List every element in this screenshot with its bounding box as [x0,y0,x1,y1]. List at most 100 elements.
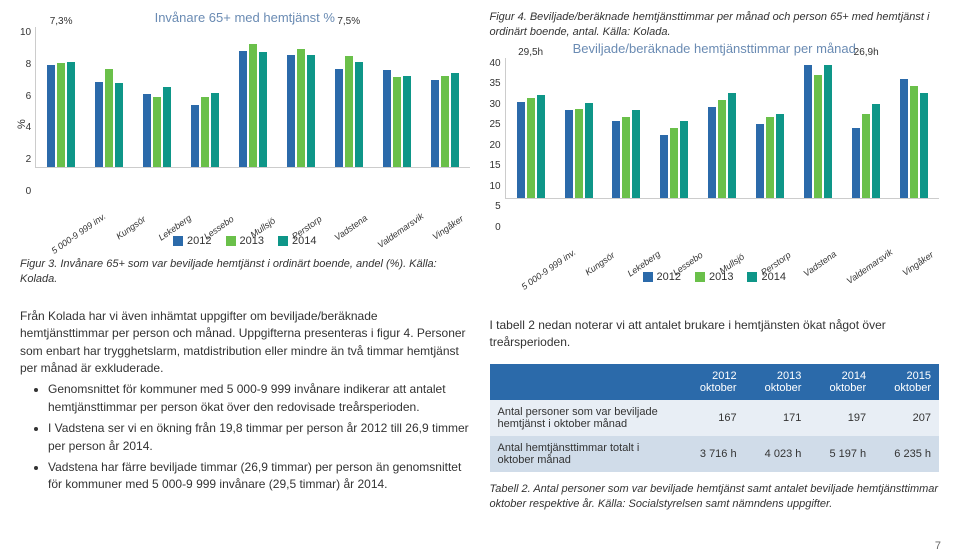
td: Antal personer som var beviljade hemtjän… [490,400,680,436]
bar-group [797,58,839,198]
bar [95,82,103,167]
x-label: 5 000-9 999 inv. [50,211,108,256]
bullet-item: Genomsnittet för kommuner med 5 000-9 99… [48,381,470,416]
th [490,364,680,400]
bar [708,107,716,198]
bar [537,95,545,198]
bar [335,69,343,167]
chart-right: Beviljade/beräknade hemtjänsttimmar per … [490,41,940,283]
bar [249,44,257,167]
bar [814,75,822,198]
bar [47,65,55,167]
th: 2015 oktober [874,364,939,400]
bar [153,97,161,167]
bar [756,124,764,198]
bar [307,55,315,167]
bar [239,51,247,167]
th: 2013 oktober [745,364,810,400]
bar [527,98,535,198]
caption-left: Figur 3. Invånare 65+ som var beviljade … [20,257,470,288]
chart-left: Invånare 65+ med hemtjänst % % 1086420 7… [20,10,470,288]
th: 2014 oktober [809,364,874,400]
bar [287,55,295,167]
bar [297,49,305,167]
table-row: Antal personer som var beviljade hemtjän… [490,400,940,436]
bar [872,104,880,198]
bar [517,102,525,198]
annotation: 7,3% [50,16,73,27]
td: Antal hemtjänsttimmar totalt i oktober m… [490,436,680,472]
td: 5 197 h [809,436,874,472]
bar [718,100,726,198]
bar-group [184,27,226,167]
bar [670,128,678,198]
bar [259,52,267,167]
bar-group [88,27,130,167]
bar-group [653,58,695,198]
td: 197 [809,400,874,436]
chart-left-title: Invånare 65+ med hemtjänst % [20,10,470,25]
table-header-row: 2012 oktober2013 oktober2014 oktober2015… [490,364,940,400]
table-caption: Tabell 2. Antal personer som var bevilja… [490,482,940,513]
data-table: 2012 oktober2013 oktober2014 oktober2015… [490,364,940,472]
bar [585,103,593,198]
left-column: Invånare 65+ med hemtjänst % % 1086420 7… [20,10,470,512]
bar-group [280,27,322,167]
bar [383,70,391,167]
bar-group: 26,9h [845,58,887,198]
x-labels-right: 5 000-9 999 inv.KungsörLekebergLesseboMu… [514,233,940,243]
bar-group [376,27,418,167]
bar [57,63,65,167]
bar [143,94,151,167]
page-number: 7 [935,540,941,552]
annotation: 26,9h [854,47,879,58]
td: 167 [680,400,745,436]
bar-group: 29,5h [510,58,552,198]
bar-group [606,58,648,198]
bar [565,110,573,198]
table-row: Antal hemtjänsttimmar totalt i oktober m… [490,436,940,472]
bar [211,93,219,167]
left-para: Från Kolada har vi även inhämtat uppgift… [20,308,470,378]
bar [920,93,928,198]
bar-group [893,58,935,198]
x-labels-left: 5 000-9 999 inv.KungsörLekebergLesseboMu… [44,197,470,207]
y-axis-right: 4035302520151050 [490,58,505,263]
bar-group [558,58,600,198]
annotation: 7,5% [337,16,360,27]
bar [191,105,199,167]
bar [105,69,113,167]
bar [441,76,449,167]
plot-left: 7,3% 7,5% [35,27,469,168]
bar [622,117,630,198]
bar [766,117,774,198]
bar [451,73,459,167]
td: 171 [745,400,810,436]
plot-right: 29,5h 26,9h [505,58,939,199]
bar [824,65,832,198]
page-root: Invånare 65+ med hemtjänst % % 1086420 7… [0,0,959,522]
bar [115,83,123,167]
td: 207 [874,400,939,436]
right-column: Figur 4. Beviljade/beräknade hemtjänstti… [490,10,940,512]
bar [900,79,908,198]
bar [393,77,401,167]
bar-group: 7,3% [40,27,82,167]
td: 6 235 h [874,436,939,472]
bar [201,97,209,167]
bar [852,128,860,197]
bar [680,121,688,198]
bar-group [749,58,791,198]
bar [345,56,353,167]
th: 2012 oktober [680,364,745,400]
chart-right-caption-above: Figur 4. Beviljade/beräknade hemtjänstti… [490,10,940,41]
bullet-list: Genomsnittet för kommuner med 5 000-9 99… [20,381,470,493]
bullet-item: Vadstena har färre beviljade timmar (26,… [48,459,470,494]
right-para: I tabell 2 nedan noterar vi att antalet … [490,317,940,352]
bar [431,80,439,167]
bar [355,62,363,167]
bar-group [424,27,466,167]
bar-group: 7,5% [328,27,370,167]
bullet-item: I Vadstena ser vi en ökning från 19,8 ti… [48,420,470,455]
bar [804,65,812,198]
